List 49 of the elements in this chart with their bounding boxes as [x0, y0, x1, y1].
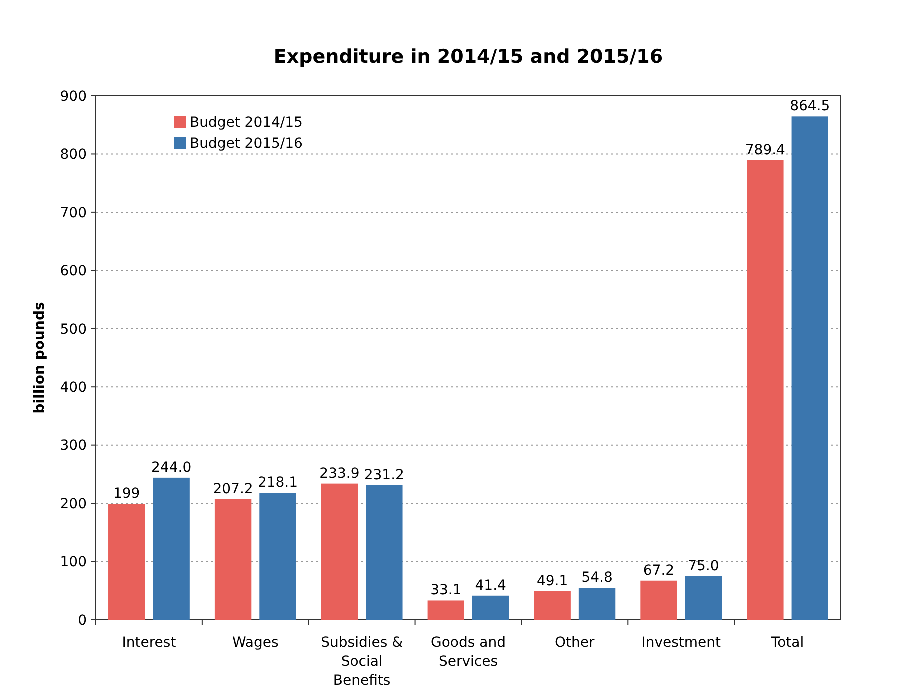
data-label: 231.2 — [364, 467, 404, 484]
data-label: 218.1 — [258, 475, 298, 492]
data-label: 864.5 — [790, 98, 830, 115]
x-tick-label: Other — [555, 635, 596, 651]
legend-label: Budget 2014/15 — [190, 114, 303, 131]
bar — [153, 478, 190, 620]
chart-title: Expenditure in 2014/15 and 2015/16 — [274, 46, 664, 68]
data-label: 233.9 — [320, 466, 360, 482]
data-label: 67.2 — [643, 562, 675, 579]
legend-label: Budget 2015/16 — [190, 136, 304, 152]
y-tick-label: 200 — [60, 496, 87, 512]
y-tick-label: 300 — [60, 438, 87, 454]
bar — [472, 596, 510, 620]
x-tick-label: Total — [770, 635, 804, 651]
y-tick-label: 400 — [60, 380, 87, 396]
bar — [428, 600, 464, 620]
bar — [640, 580, 678, 620]
data-label: 199 — [113, 486, 140, 502]
data-label: 49.1 — [536, 573, 568, 590]
y-tick-label: 600 — [60, 264, 87, 280]
x-tick-label: Investment — [642, 635, 722, 651]
bar — [321, 484, 358, 620]
y-tick-label: 800 — [60, 147, 87, 164]
y-tick-label: 900 — [60, 88, 87, 105]
data-label: 33.1 — [430, 582, 462, 599]
data-label: 244.0 — [152, 460, 192, 476]
y-axis-title: billion pounds — [32, 302, 48, 414]
y-tick-label: 700 — [60, 205, 87, 222]
x-tick-label: Interest — [122, 635, 177, 651]
y-tick-label: 500 — [60, 322, 87, 338]
bar — [260, 493, 296, 620]
bar — [578, 588, 616, 620]
data-label: 789.4 — [745, 142, 786, 158]
bar — [792, 116, 828, 620]
x-tick-label: Wages — [232, 635, 279, 651]
bar — [685, 576, 722, 620]
data-label: 54.8 — [582, 570, 613, 586]
data-label: 207.2 — [213, 481, 254, 498]
y-tick-label: 100 — [60, 554, 87, 571]
x-tick-label: Goods and Services — [431, 635, 506, 670]
x-tick-label: Subsidies & Social Benefits — [321, 635, 404, 689]
data-label: 41.4 — [475, 578, 507, 594]
bar — [366, 485, 403, 620]
bar — [534, 591, 571, 620]
data-label: 75.0 — [688, 558, 720, 574]
bar — [108, 504, 146, 620]
bar — [747, 160, 784, 620]
bar — [214, 499, 252, 620]
y-tick-label: 0 — [78, 612, 87, 629]
